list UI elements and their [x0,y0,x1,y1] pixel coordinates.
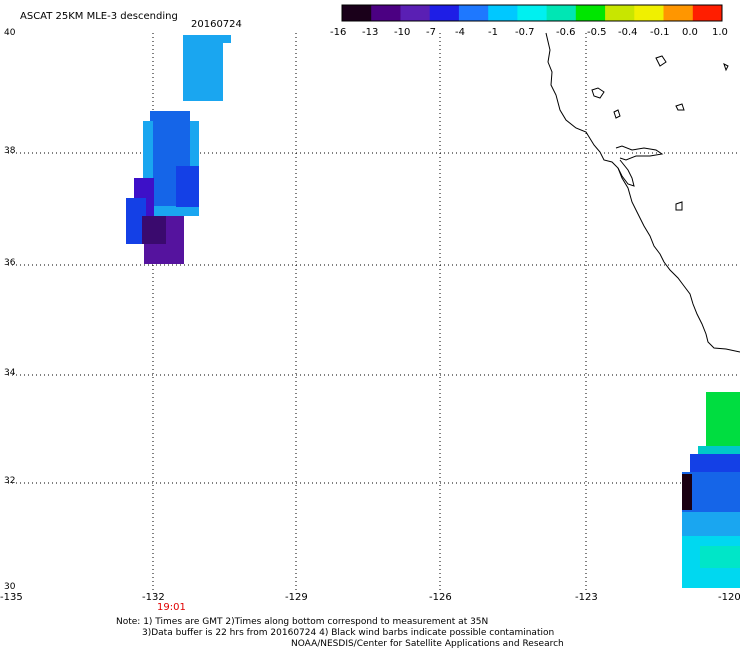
colorbar-tick: 1.0 [712,27,728,38]
swath-cell [700,546,740,568]
y-tick-label: 36 [4,258,16,268]
swath-cell [183,43,223,101]
swath-cell [176,166,199,207]
swath-cell [142,216,166,244]
x-tick-label: -126 [429,592,452,603]
product-title: ASCAT 25KM MLE-3 descending [20,11,178,22]
swath-cell [706,392,740,402]
y-tick-label: 34 [4,368,16,378]
y-tick-label: 30 [4,582,16,592]
x-tick-label: -135 [0,592,23,603]
x-tick-label: -132 [142,592,165,603]
swath-central [126,111,199,264]
x-tick-label: -129 [285,592,308,603]
colorbar-segment [575,5,606,21]
product-date: 20160724 [191,19,242,30]
colorbar-tick: 0.0 [682,27,698,38]
colorbar-tick: -0.4 [618,27,638,38]
colorbar-tick: -10 [394,27,411,38]
colorbar-tick: -0.7 [515,27,535,38]
colorbar-segment [488,5,518,21]
colorbar-tick: -0.6 [556,27,576,38]
y-tick-label: 32 [4,476,16,486]
swath-cell [682,474,692,510]
colorbar-segment [342,5,372,21]
swath-southeast [682,392,740,588]
colorbar-tick: -13 [362,27,379,38]
graticule [8,33,740,590]
colorbar-tick: -7 [426,27,436,38]
colorbar-tick: -4 [455,27,465,38]
colorbar-segment [371,5,401,21]
colorbar-segment [663,5,694,21]
colorbar-tick: -1 [488,27,498,38]
y-tick-label: 38 [4,146,16,156]
swath-cell [690,454,740,472]
swath-north [183,35,231,101]
colorbar [341,4,723,22]
colorbar-border [341,4,723,22]
colorbar-segment [546,5,577,21]
swath-cell [150,111,190,121]
coastline [545,32,740,353]
x-tick-label: -120 [718,592,740,603]
note-line-3: NOAA/NESDIS/Center for Satellite Applica… [291,639,564,649]
colorbar-tick: -16 [330,27,347,38]
colorbar-segment [517,5,548,21]
colorbar-tick: -0.1 [650,27,670,38]
colorbar-segment [605,5,635,21]
note-line-1: Note: 1) Times are GMT 2)Times along bot… [116,617,489,627]
swath-cell [183,35,231,43]
time-marker: 19:01 [157,602,186,613]
colorbar-segment [400,5,431,21]
swath-cell [126,198,146,244]
colorbar-segment [429,5,460,21]
y-tick-label: 40 [4,28,16,38]
x-tick-label: -123 [575,592,598,603]
colorbar-segment [634,5,664,21]
colorbar-segment [692,5,723,21]
colorbar-segment [458,5,489,21]
swath-cell [682,512,740,536]
swath-cell [706,402,740,450]
colorbar-tick: -0.5 [587,27,607,38]
note-line-2: 3)Data buffer is 22 hrs from 20160724 4)… [142,628,555,638]
